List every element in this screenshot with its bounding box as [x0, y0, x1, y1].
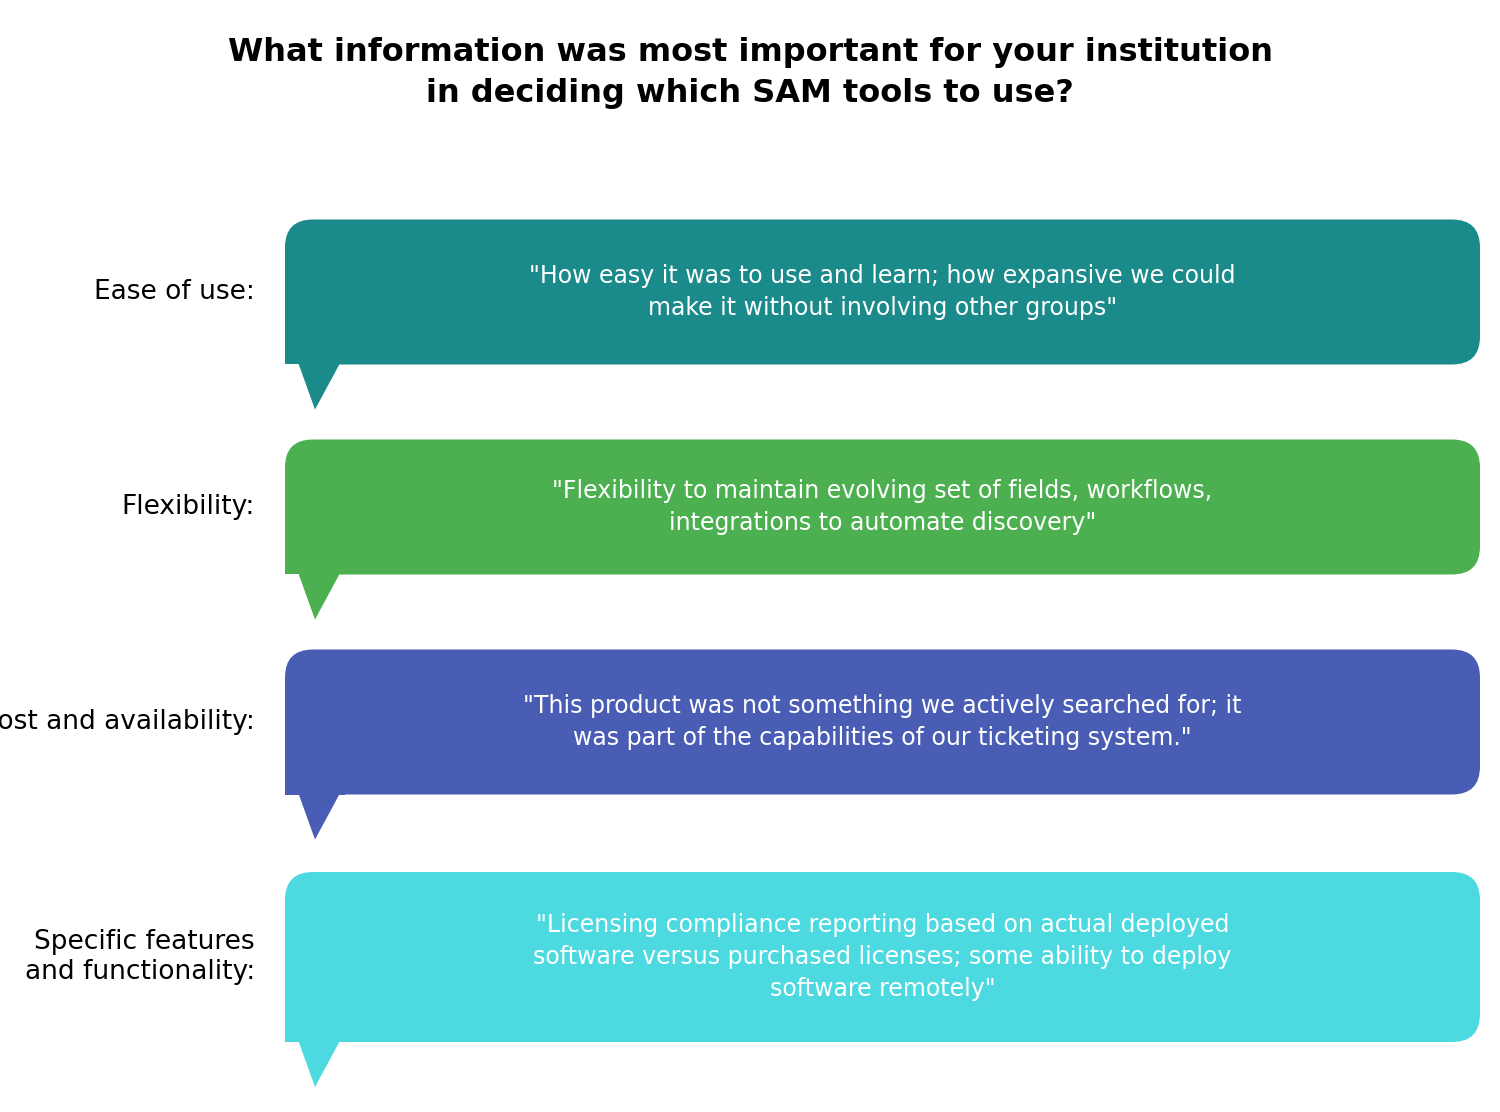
Polygon shape [297, 1037, 342, 1088]
FancyBboxPatch shape [285, 439, 1480, 575]
Polygon shape [297, 790, 342, 840]
FancyBboxPatch shape [285, 649, 1480, 794]
FancyBboxPatch shape [285, 1000, 345, 1042]
Polygon shape [297, 569, 342, 619]
Text: "Flexibility to maintain evolving set of fields, workflows,
integrations to auto: "Flexibility to maintain evolving set of… [552, 479, 1212, 535]
Text: Cost and availability:: Cost and availability: [0, 709, 255, 735]
FancyBboxPatch shape [285, 753, 345, 794]
FancyBboxPatch shape [285, 872, 1480, 1042]
Text: What information was most important for your institution
in deciding which SAM t: What information was most important for … [228, 37, 1272, 109]
FancyBboxPatch shape [285, 322, 345, 365]
Text: Flexibility:: Flexibility: [122, 494, 255, 520]
Text: "Licensing compliance reporting based on actual deployed
software versus purchas: "Licensing compliance reporting based on… [534, 913, 1232, 1001]
Text: "How easy it was to use and learn; how expansive we could
make it without involv: "How easy it was to use and learn; how e… [530, 265, 1236, 320]
Text: Specific features
and functionality:: Specific features and functionality: [24, 929, 255, 985]
Text: Ease of use:: Ease of use: [94, 279, 255, 305]
Text: "This product was not something we actively searched for; it
was part of the cap: "This product was not something we activ… [524, 694, 1242, 749]
Polygon shape [297, 359, 342, 409]
FancyBboxPatch shape [285, 219, 1480, 365]
FancyBboxPatch shape [285, 533, 345, 575]
